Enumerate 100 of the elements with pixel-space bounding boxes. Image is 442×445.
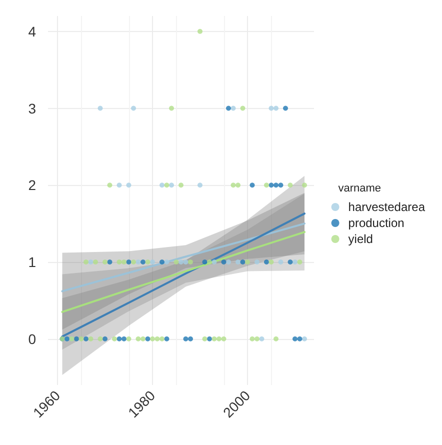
- point: [126, 336, 132, 342]
- point: [188, 260, 193, 264]
- point: [88, 260, 94, 264]
- point: [254, 260, 260, 264]
- line-series: [61, 222, 306, 292]
- point: [107, 182, 112, 188]
- point: [259, 336, 264, 342]
- point: [84, 336, 88, 342]
- point: [212, 336, 217, 342]
- point: [297, 336, 302, 342]
- point: [292, 260, 298, 264]
- point: [250, 336, 255, 342]
- point: [74, 336, 79, 342]
- point: [164, 336, 170, 342]
- legend-label: production: [348, 216, 404, 230]
- point: [268, 260, 274, 264]
- point: [154, 336, 160, 342]
- point: [230, 182, 236, 188]
- point: [140, 260, 146, 264]
- point: [226, 106, 231, 111]
- point: [126, 260, 132, 264]
- line-series: [61, 231, 306, 313]
- point: [198, 28, 202, 34]
- point: [98, 106, 103, 111]
- point: [288, 182, 293, 188]
- point: [274, 106, 278, 111]
- point: [274, 182, 278, 188]
- point: [174, 260, 179, 264]
- point: [112, 336, 117, 342]
- point: [102, 336, 108, 342]
- point: [93, 260, 98, 264]
- point: [268, 106, 274, 111]
- point: [221, 260, 226, 264]
- legend-title: varname: [338, 182, 381, 194]
- y-tick-label: 1: [28, 254, 36, 270]
- point: [116, 336, 122, 342]
- point: [250, 182, 255, 188]
- point: [183, 336, 188, 342]
- point: [278, 182, 284, 188]
- point: [145, 336, 150, 342]
- point: [221, 336, 226, 342]
- point: [150, 336, 155, 342]
- y-tick-label: 2: [28, 177, 36, 194]
- point: [178, 260, 184, 264]
- point: [245, 260, 250, 264]
- point: [207, 260, 212, 264]
- point: [150, 260, 155, 264]
- point: [188, 336, 193, 342]
- point: [164, 260, 170, 264]
- point: [278, 260, 284, 264]
- point: [226, 260, 231, 264]
- point: [254, 336, 260, 342]
- point: [131, 260, 136, 264]
- point: [268, 182, 274, 188]
- point: [264, 182, 269, 188]
- y-tick-label: 0: [28, 330, 36, 347]
- point: [140, 336, 146, 342]
- point: [202, 336, 208, 342]
- point: [131, 106, 136, 111]
- point: [160, 182, 164, 188]
- point: [302, 336, 307, 342]
- point: [178, 182, 184, 188]
- point: [240, 260, 246, 264]
- point: [126, 182, 132, 188]
- point: [84, 260, 88, 264]
- point: [202, 260, 208, 264]
- point: [292, 336, 298, 342]
- point: [160, 336, 164, 342]
- point: [136, 336, 141, 342]
- point: [236, 260, 240, 264]
- legend-label: yield: [348, 232, 373, 246]
- point: [212, 260, 217, 264]
- y-tick-label: 4: [28, 23, 36, 40]
- point: [240, 106, 246, 111]
- point: [136, 260, 141, 264]
- y-tick-label: 3: [28, 100, 36, 116]
- point: [283, 106, 288, 111]
- point: [122, 260, 126, 264]
- point: [116, 182, 122, 188]
- point: [164, 182, 170, 188]
- point: [160, 260, 164, 264]
- point: [274, 336, 278, 342]
- point: [102, 260, 108, 264]
- point: [264, 260, 269, 264]
- point: [122, 336, 126, 342]
- point: [230, 106, 236, 111]
- point: [302, 182, 307, 188]
- point: [288, 260, 293, 264]
- point: [297, 260, 302, 264]
- legend-label: harvestedarea: [348, 200, 426, 214]
- point: [116, 260, 122, 264]
- point: [169, 106, 174, 111]
- point: [183, 260, 188, 264]
- point: [207, 336, 212, 342]
- point: [78, 336, 84, 342]
- point: [98, 336, 103, 342]
- point: [88, 336, 94, 342]
- point: [216, 336, 222, 342]
- point: [198, 182, 202, 188]
- point: [169, 182, 174, 188]
